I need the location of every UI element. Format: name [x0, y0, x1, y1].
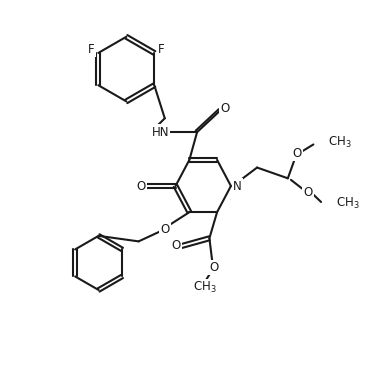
Text: HN: HN — [151, 126, 169, 139]
Text: O: O — [220, 102, 229, 115]
Text: CH$_3$: CH$_3$ — [329, 134, 352, 150]
Text: F: F — [158, 43, 165, 56]
Text: O: O — [293, 147, 302, 160]
Text: O: O — [137, 180, 146, 192]
Text: N: N — [233, 180, 241, 192]
Text: O: O — [160, 222, 170, 235]
Text: CH$_3$: CH$_3$ — [336, 196, 360, 211]
Text: F: F — [88, 43, 95, 56]
Text: O: O — [303, 186, 312, 199]
Text: O: O — [210, 261, 218, 274]
Text: O: O — [172, 239, 181, 252]
Text: CH$_3$: CH$_3$ — [193, 280, 217, 295]
